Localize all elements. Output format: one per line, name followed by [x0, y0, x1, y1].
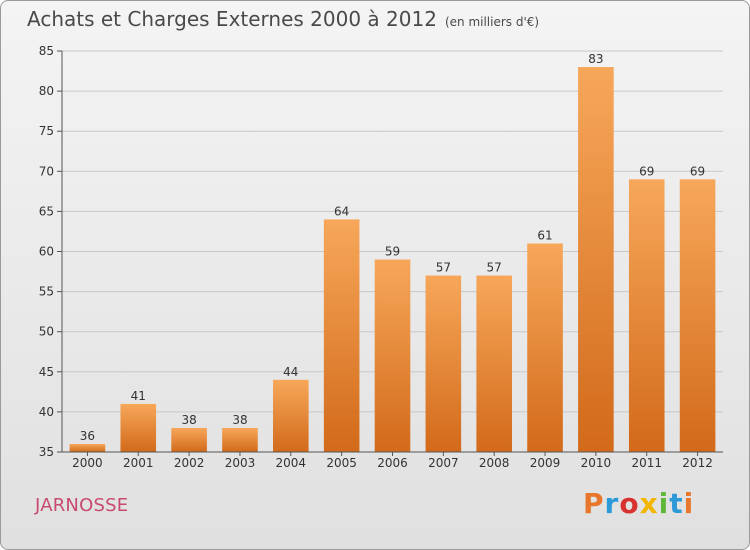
bar-2008	[476, 275, 512, 452]
chart-title-text: Achats et Charges Externes 2000 à 2012	[27, 7, 437, 31]
chart-title: Achats et Charges Externes 2000 à 2012 (e…	[27, 7, 539, 31]
value-label-2009: 61	[537, 228, 552, 242]
x-tick-label-2006: 2006	[377, 456, 408, 470]
y-tick-label: 60	[39, 245, 54, 259]
bar-2006	[374, 259, 411, 452]
proxiti-logo: Proxiti	[583, 487, 694, 520]
logo-letter: o	[619, 487, 640, 520]
axes: 35 40 45 50 55 60 65 70 75 80 85 2000 2001 2002 2003 20…	[39, 44, 723, 470]
value-label-2004: 44	[283, 365, 298, 379]
value-label-2007: 57	[436, 261, 451, 275]
x-tick-label-2002: 2002	[174, 456, 205, 470]
bar-2002	[171, 427, 207, 452]
value-label-2006: 59	[385, 245, 400, 259]
bar-2012	[679, 179, 716, 452]
logo-letter: P	[583, 487, 605, 520]
bar-2009	[527, 243, 563, 452]
x-tick-label-2009: 2009	[530, 456, 561, 470]
logo-letter: r	[604, 487, 620, 520]
x-tick-label-2005: 2005	[326, 456, 357, 470]
value-label-2008: 57	[487, 261, 502, 275]
bars	[69, 67, 716, 452]
bar-2003	[222, 427, 258, 452]
bar-2000	[69, 443, 106, 452]
logo-letter: x	[639, 487, 659, 520]
value-label-2012: 69	[690, 164, 705, 178]
value-label-2011: 69	[639, 164, 654, 178]
x-tick-label-2004: 2004	[276, 456, 307, 470]
y-tick-label: 85	[39, 44, 54, 58]
value-label-2003: 38	[232, 413, 247, 427]
x-tick-label-2011: 2011	[631, 456, 662, 470]
value-label-2005: 64	[334, 204, 349, 218]
y-tick-label: 55	[39, 285, 54, 299]
chart-unit-label: (en milliers d'€)	[444, 15, 540, 29]
bar-2001	[120, 403, 157, 452]
x-tick-label-2012: 2012	[682, 456, 713, 470]
x-tick-label-2000: 2000	[72, 456, 103, 470]
bar-2010	[578, 67, 614, 452]
y-tick-label: 50	[39, 325, 54, 339]
value-label-2001: 41	[131, 389, 146, 403]
value-label-2010: 83	[588, 52, 603, 66]
y-tick-label: 80	[39, 84, 54, 98]
data-labels: 36 41 38 38 44 64 59 57 57 61 83 69 69	[80, 52, 705, 443]
y-tick-label: 70	[39, 164, 54, 178]
y-tick-label: 75	[39, 124, 54, 138]
bar-2004	[273, 379, 309, 452]
y-tick-label: 40	[39, 405, 54, 419]
x-tick-label-2008: 2008	[479, 456, 510, 470]
y-tick-label: 45	[39, 365, 54, 379]
bar-2011	[628, 179, 665, 452]
commune-name: JARNOSSE	[35, 495, 129, 516]
x-tick-label-2001: 2001	[123, 456, 154, 470]
value-label-2002: 38	[181, 413, 196, 427]
x-tick-label-2010: 2010	[581, 456, 612, 470]
bar-2007	[425, 275, 462, 452]
x-tick-label-2007: 2007	[428, 456, 459, 470]
x-tick-label-2003: 2003	[225, 456, 256, 470]
logo-letter: i	[658, 487, 670, 520]
value-label-2000: 36	[80, 429, 95, 443]
logo-letter: t	[669, 487, 684, 520]
y-tick-label: 35	[39, 445, 54, 459]
bar-2005	[323, 219, 360, 452]
y-tick-label: 65	[39, 204, 54, 218]
logo-letter: i	[683, 487, 695, 520]
